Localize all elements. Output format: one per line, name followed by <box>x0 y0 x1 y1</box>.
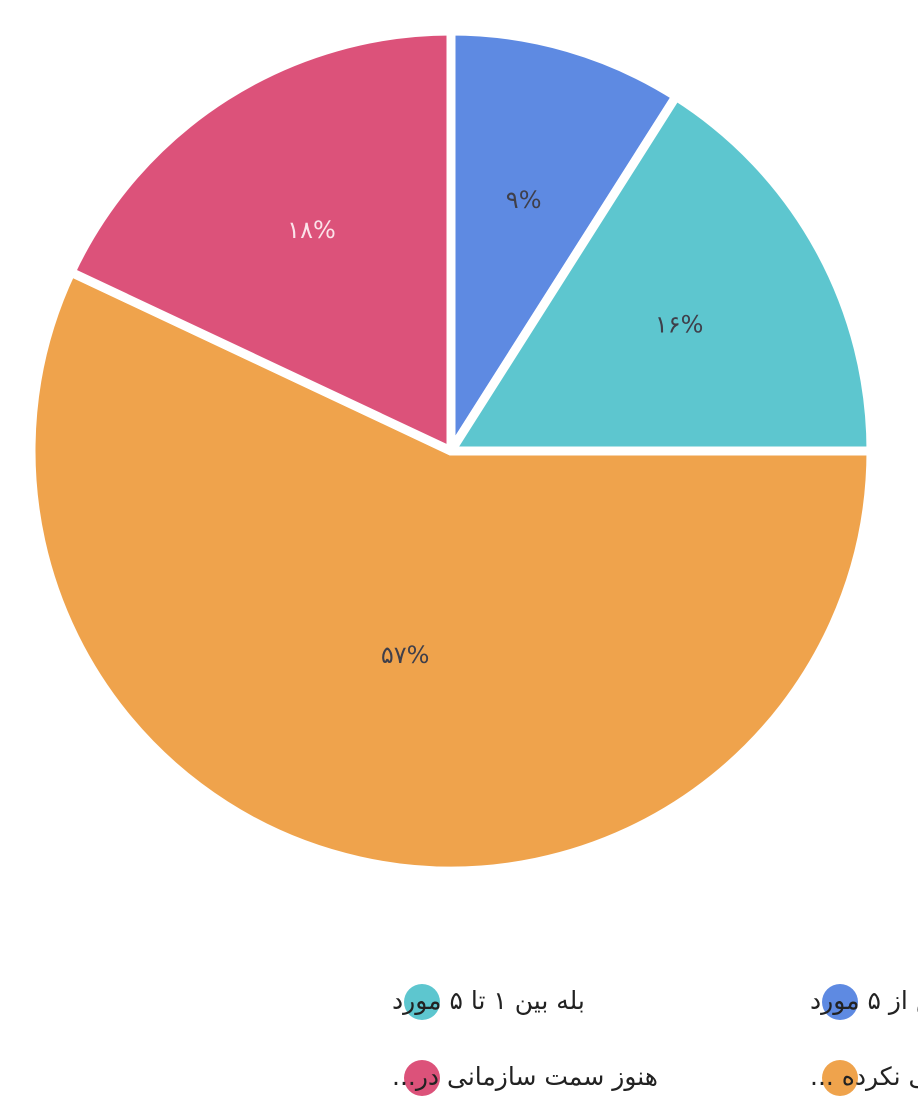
legend-label: خیر هنوز اقدامی نکرده ... <box>810 1062 918 1091</box>
legend-marker <box>404 984 440 1020</box>
legend-label: هنوز سمت سازمانی در... <box>392 1062 658 1091</box>
pie-slice <box>446 91 876 456</box>
pie-slice <box>26 267 876 876</box>
value-label: ۱۸% <box>287 216 336 244</box>
value-label: ۹% <box>506 186 542 214</box>
value-label: ۱۶% <box>655 311 704 339</box>
value-label: ۵۷% <box>381 641 430 669</box>
legend-marker <box>404 1060 440 1096</box>
legend-marker <box>822 984 858 1020</box>
legend-label: بله بیش از ۵ مورد <box>810 986 918 1015</box>
legend-label: بله بین ۱ تا ۵ مورد <box>392 986 585 1015</box>
pie-slice <box>66 26 456 456</box>
pie-slice <box>446 26 681 456</box>
legend-marker <box>822 1060 858 1096</box>
